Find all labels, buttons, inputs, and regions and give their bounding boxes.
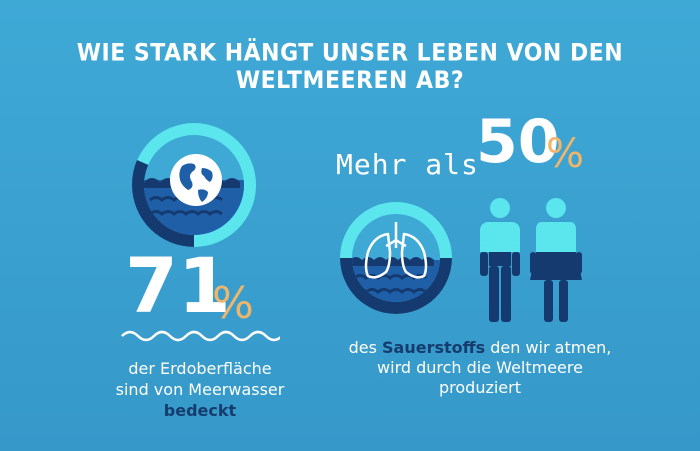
globe-icon [170,154,222,206]
ocean-coverage-caption: der Erdoberfläche sind von Meerwasser be… [80,358,320,421]
caption-emphasis: bedeckt [163,401,237,420]
oxygen-caption: des Sauerstoffs den wir atmen, wird durc… [300,338,660,398]
wave-divider [121,330,280,342]
caption-line-1: des Sauerstoffs den wir atmen, [300,338,660,358]
caption-line: der Erdoberfläche [128,359,272,378]
caption-post: den wir atmen, [490,338,612,357]
page-title: WIE STARK HÄNGT UNSER LEBEN VON DEN WELT… [76,39,624,95]
caption-line: sind von Meerwasser [115,380,285,399]
ocean-coverage-percent: % [212,278,254,329]
caption-pre: des [348,338,377,357]
lungs-ocean-ring [340,202,452,314]
oxygen-percent: % [546,131,585,177]
globe-ocean-ring [131,123,256,247]
caption-line-3: produziert [438,378,521,397]
caption-emphasis: Sauerstoffs [382,338,486,357]
lungs-icon [364,222,428,279]
oxygen-number: 50 [476,107,560,177]
man-icon [480,198,520,322]
oxygen-prefix: Mehr als [336,148,479,181]
woman-icon [530,198,582,322]
caption-line-2: wird durch die Weltmeere [377,358,583,377]
ocean-coverage-number: 71 [125,241,231,330]
